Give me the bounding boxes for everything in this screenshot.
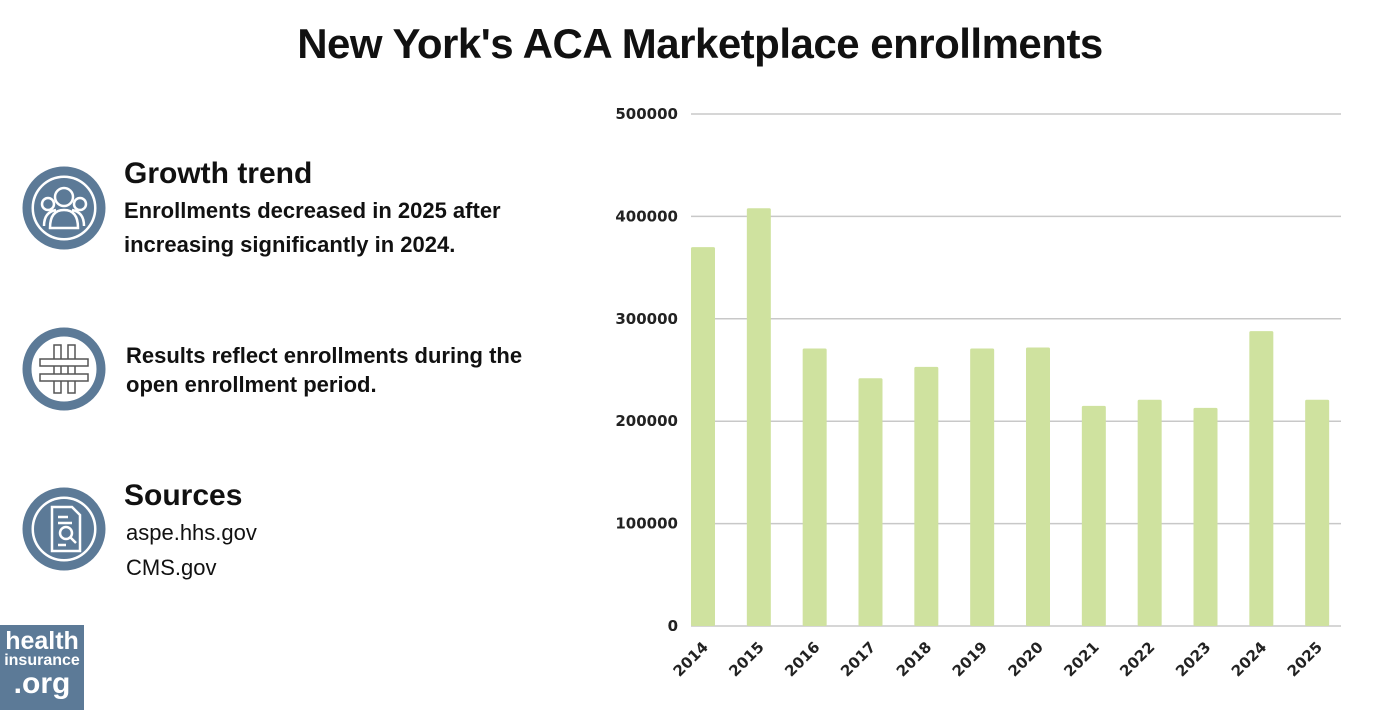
y-tick-label: 300000 [615,310,678,328]
bar-2020 [1026,347,1050,626]
x-tick-label: 2014 [670,638,712,680]
source-link[interactable]: aspe.hhs.gov [126,520,257,545]
bar-2024 [1249,331,1274,626]
bar-2018 [914,366,939,626]
bar-2015 [746,208,771,626]
bar-2016 [802,348,827,626]
y-tick-label: 500000 [615,105,678,123]
x-tick-label: 2015 [725,638,767,680]
bar-2014 [691,247,715,626]
x-tick-label: 2024 [1228,638,1270,680]
x-tick-label: 2016 [781,638,823,680]
y-tick-label: 100000 [615,515,678,533]
bar-2019 [970,348,995,626]
x-tick-label: 2019 [949,638,991,680]
source-link[interactable]: CMS.gov [126,555,217,580]
x-tick-label: 2025 [1284,638,1326,680]
x-tick-label: 2020 [1005,638,1047,680]
bar-2022 [1137,399,1162,626]
y-tick-label: 400000 [615,207,678,225]
y-tick-label: 0 [668,617,678,635]
growth-text-2: increasing significantly in 2024. [124,232,456,257]
bar-2017 [858,378,883,626]
note-text-2: open enrollment period. [126,372,377,397]
bar-2023 [1193,407,1218,626]
logo: health insurance .org [0,625,84,710]
bar-2025 [1305,399,1330,626]
document-search-icon [22,487,106,571]
bar-2021 [1081,405,1106,626]
x-tick-label: 2023 [1172,638,1214,680]
y-tick-label: 200000 [615,412,678,430]
hashtag-icon [22,327,106,411]
people-icon [22,166,106,250]
x-tick-label: 2018 [893,638,935,680]
page-title: New York's ACA Marketplace enrollments [297,20,1103,67]
growth-heading: Growth trend [124,157,313,190]
x-tick-label: 2022 [1116,638,1158,680]
x-tick-label: 2017 [837,638,879,680]
growth-text-1: Enrollments decreased in 2025 after [124,198,501,223]
sources-heading: Sources [124,479,243,512]
note-text-1: Results reflect enrollments during the [126,343,523,368]
x-tick-label: 2021 [1060,638,1102,680]
